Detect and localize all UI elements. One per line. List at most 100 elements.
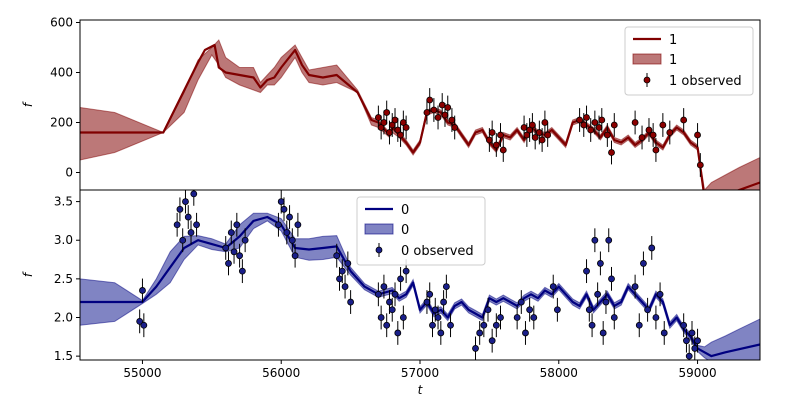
observed-point — [286, 213, 293, 221]
observed-point — [386, 129, 393, 136]
observed-point — [659, 121, 667, 129]
observed-point — [530, 314, 538, 321]
observed-point — [694, 337, 701, 345]
observed-point — [140, 321, 148, 329]
observed-point — [610, 121, 618, 129]
observed-point — [638, 134, 646, 141]
legend-point-swatch — [643, 76, 651, 84]
legend-frame — [356, 196, 486, 266]
observed-point — [451, 124, 459, 131]
y-tick-label: 1.5 — [54, 349, 73, 363]
observed-point — [549, 283, 557, 290]
observed-point — [190, 190, 198, 198]
observed-point — [434, 314, 442, 321]
observed-point — [139, 287, 146, 294]
legend-point-swatch — [375, 246, 383, 254]
x-tick-label: 59000 — [678, 366, 716, 380]
plot-area — [80, 190, 760, 360]
observed-point — [391, 290, 399, 298]
observed-point — [374, 114, 382, 121]
legend: 0 0 0 observed — [356, 196, 486, 266]
y-tick-label: 2.5 — [54, 272, 73, 286]
observed-point — [377, 314, 385, 321]
observed-point — [513, 314, 521, 321]
observed-point — [394, 329, 402, 337]
observed-point — [283, 229, 291, 236]
observed-point — [488, 337, 496, 345]
observed-point — [608, 149, 615, 156]
observed-point — [437, 329, 445, 337]
observed-point — [529, 121, 536, 129]
y-tick-label: 3.0 — [54, 233, 73, 247]
observed-point — [338, 267, 346, 275]
observed-point — [423, 109, 431, 116]
observed-point — [222, 244, 230, 252]
observed-point — [553, 306, 561, 314]
observed-point — [230, 248, 238, 256]
legend-band-swatch — [632, 53, 662, 65]
observed-point — [386, 298, 393, 306]
observed-point — [233, 221, 241, 229]
observed-point — [480, 321, 488, 329]
observed-point — [583, 114, 590, 121]
observed-point — [288, 236, 296, 244]
observed-point — [520, 124, 528, 131]
observed-point — [660, 329, 668, 337]
observed-point — [587, 126, 595, 134]
observed-point — [680, 116, 688, 124]
observed-point — [688, 329, 696, 337]
observed-point — [294, 221, 302, 229]
observed-point — [383, 321, 391, 329]
observed-point — [448, 116, 456, 124]
observed-point — [431, 306, 439, 314]
observed-point — [522, 329, 529, 337]
legend: 1 1 1 observed — [624, 26, 754, 96]
observed-point — [440, 298, 447, 306]
observed-point — [603, 131, 611, 139]
observed-point — [430, 106, 438, 114]
observed-point — [583, 267, 590, 275]
observed-point — [399, 314, 407, 321]
observed-point — [648, 244, 656, 252]
observed-point — [426, 290, 434, 298]
y-axis-label: f — [21, 101, 35, 107]
observed-point — [591, 236, 599, 244]
observed-point — [598, 116, 606, 124]
observed-point — [187, 229, 195, 236]
observed-point — [541, 119, 549, 126]
observed-point — [380, 283, 388, 290]
observed-point — [241, 236, 249, 244]
observed-point — [176, 205, 184, 213]
observed-point — [683, 337, 690, 345]
observed-point — [538, 136, 546, 144]
legend-entry-label: 0 observed — [401, 244, 474, 259]
observed-point — [402, 267, 410, 275]
observed-point — [645, 126, 653, 134]
y-axis-label: f — [21, 271, 35, 277]
observed-point — [576, 116, 583, 124]
observed-point — [193, 221, 200, 229]
x-tick-label: 56000 — [262, 366, 300, 380]
observed-point — [347, 298, 355, 306]
observed-point — [341, 283, 349, 290]
observed-point — [696, 161, 704, 169]
observed-point — [434, 114, 442, 121]
observed-point — [402, 124, 410, 131]
observed-point — [442, 283, 450, 290]
observed-point — [291, 252, 299, 260]
observed-point — [447, 321, 454, 329]
observed-point — [173, 221, 181, 229]
x-tick-label: 58000 — [540, 366, 578, 380]
observed-point — [472, 345, 479, 352]
observed-point — [277, 198, 285, 205]
observed-point — [610, 314, 618, 321]
observed-point — [485, 136, 493, 144]
observed-point — [227, 229, 235, 236]
observed-point — [526, 306, 534, 314]
observed-point — [531, 134, 539, 141]
observed-point — [585, 306, 593, 314]
y-tick-label: 200 — [50, 116, 73, 130]
bottom-panel: 1.5 2.0 2.5 3.0 3.5 55000 56000 57000 58000 59000… — [21, 189, 761, 397]
observed-point — [605, 236, 613, 244]
observed-point — [680, 321, 688, 329]
